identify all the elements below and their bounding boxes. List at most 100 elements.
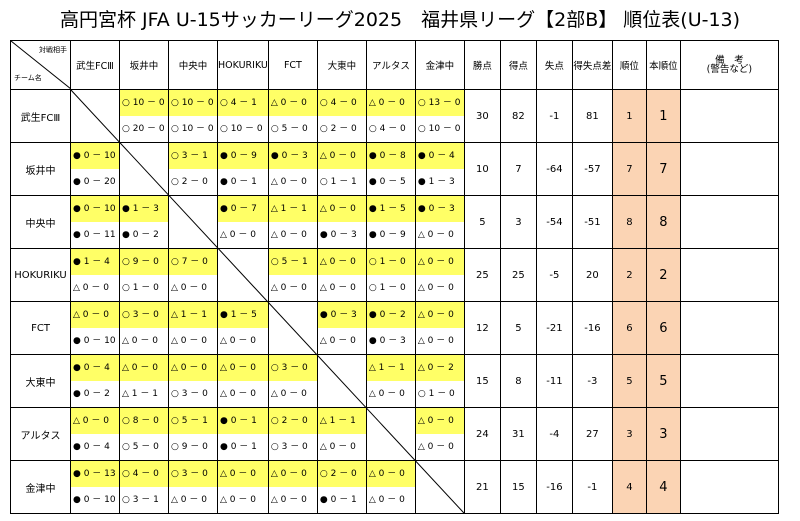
result-cell: △ 0 － 0 △ 0 － 0: [217, 460, 269, 514]
table-row: 坂井中 ● 0 － 10 ● 0 － 20 ○ 3 － 1 ○ 2 － 0 ● 0 － 9…: [10, 142, 779, 196]
second-leg-result: ● 0 － 10: [71, 487, 119, 513]
first-leg-result: ○ 5 － 1: [169, 408, 217, 434]
second-leg-result: ● 0 － 1: [317, 487, 366, 513]
stat-cell: 21: [463, 460, 501, 514]
stat-cell: 31: [499, 407, 537, 461]
first-leg-result: △ 0 － 0: [268, 461, 317, 487]
first-leg-result: ● 0 － 8: [366, 143, 415, 169]
first-leg-result: ● 1 － 5: [366, 196, 415, 222]
second-leg-result: △ 0 － 0: [71, 275, 119, 301]
second-leg-result: ○ 3 － 1: [120, 487, 168, 513]
first-leg-result: △ 0 － 0: [317, 249, 366, 275]
second-leg-result: △ 0 － 0: [268, 381, 317, 407]
stat-cell: 5: [463, 195, 501, 249]
second-leg-result: ● 0 － 9: [366, 222, 415, 248]
stat-cell: 5: [611, 354, 647, 408]
self-match-cell: [119, 142, 169, 196]
second-leg-result: ○ 1 － 0: [120, 275, 168, 301]
result-cell: ● 0 － 3 △ 0 － 0: [414, 195, 465, 249]
second-leg-result: ○ 5 － 0: [268, 116, 317, 142]
result-cell: ● 1 － 3 ● 0 － 2: [119, 195, 169, 249]
result-cell: ○ 5 － 1 △ 0 － 0: [267, 248, 318, 302]
second-leg-result: △ 0 － 0: [268, 275, 317, 301]
second-leg-result: ● 0 － 1: [218, 169, 268, 195]
result-cell: ○ 5 － 1 ○ 9 － 0: [168, 407, 218, 461]
result-cell: △ 0 － 0 △ 0 － 0: [414, 301, 465, 355]
second-leg-result: △ 0 － 0: [366, 487, 415, 513]
second-leg-result: ○ 4 － 0: [366, 116, 415, 142]
result-cell: △ 0 － 0 △ 0 － 0: [316, 248, 367, 302]
first-leg-result: △ 0 － 0: [218, 461, 268, 487]
team-name: 武生FCⅢ: [10, 89, 71, 143]
result-cell: ○ 8 － 0 ○ 5 － 0: [119, 407, 169, 461]
self-match-cell: [217, 248, 269, 302]
first-leg-result: ○ 13 － 0: [415, 90, 464, 116]
first-leg-result: △ 0 － 0: [268, 90, 317, 116]
second-leg-result: ○ 20 － 0: [120, 116, 168, 142]
stat-cell: [679, 407, 779, 461]
stat-cell: -64: [535, 142, 573, 196]
stat-cell: 15: [499, 460, 537, 514]
first-leg-result: ● 0 － 7: [218, 196, 268, 222]
result-cell: ● 0 － 7 △ 0 － 0: [217, 195, 269, 249]
second-leg-result: △ 0 － 0: [415, 434, 464, 460]
table-row: 武生FCⅢ ○ 10 － 0 ○ 20 － 0 ○ 10 － 0 ○ 10 － 0 ○ 4…: [10, 89, 779, 143]
stat-cell: 6: [611, 301, 647, 355]
self-match-cell: [267, 301, 318, 355]
result-cell: △ 0 － 0 ○ 5 － 0: [267, 89, 318, 143]
second-leg-result: ● 0 － 2: [71, 381, 119, 407]
page-title: 高円宮杯 JFA U-15サッカーリーグ2025 福井県リーグ【2部B】 順位表…: [59, 9, 741, 31]
stat-cell: 81: [571, 89, 613, 143]
first-leg-result: ● 0 － 10: [71, 196, 119, 222]
team-name: FCT: [10, 301, 71, 355]
result-cell: △ 0 － 0 △ 0 － 0: [217, 354, 269, 408]
first-leg-result: ● 0 － 4: [415, 143, 464, 169]
first-leg-result: △ 0 － 0: [317, 143, 366, 169]
first-leg-result: ○ 2 － 0: [317, 461, 366, 487]
stat-cell: 7: [611, 142, 647, 196]
first-leg-result: △ 0 － 0: [317, 196, 366, 222]
result-cell: ○ 13 － 0 ○ 10 － 0: [414, 89, 465, 143]
result-cell: ● 0 － 2 ● 0 － 3: [365, 301, 416, 355]
second-leg-result: ○ 5 － 0: [120, 434, 168, 460]
result-cell: △ 1 － 1 △ 0 － 0: [267, 195, 318, 249]
second-leg-result: ● 0 － 10: [71, 328, 119, 354]
header-stat: 得失点差: [571, 40, 613, 90]
table-row: HOKURIKU ● 1 － 4 △ 0 － 0 ○ 9 － 0 ○ 1 － 0 ○ 7 …: [10, 248, 779, 302]
second-leg-result: ● 0 － 3: [317, 222, 366, 248]
header-team: 金津中: [414, 40, 465, 90]
result-cell: △ 1 － 1 △ 0 － 0: [365, 354, 416, 408]
second-leg-result: △ 0 － 0: [415, 328, 464, 354]
team-name: 坂井中: [10, 142, 71, 196]
second-leg-result: △ 0 － 0: [415, 275, 464, 301]
second-leg-result: △ 0 － 0: [218, 487, 268, 513]
first-leg-result: ● 1 － 4: [71, 249, 119, 275]
result-cell: ● 1 － 5 △ 0 － 0: [217, 301, 269, 355]
first-leg-result: ● 0 － 3: [317, 302, 366, 328]
second-leg-result: △ 0 － 0: [169, 487, 217, 513]
stat-cell: 82: [499, 89, 537, 143]
team-name: 大東中: [10, 354, 71, 408]
stat-cell: 1: [645, 89, 681, 143]
result-cell: ● 0 － 10 ● 0 － 20: [70, 142, 120, 196]
result-cell: ○ 4 － 1 ○ 10 － 0: [217, 89, 269, 143]
stat-cell: 8: [611, 195, 647, 249]
second-leg-result: △ 0 － 0: [169, 328, 217, 354]
header-team: HOKURIKU: [217, 40, 269, 90]
first-leg-result: △ 0 － 0: [415, 302, 464, 328]
first-leg-result: ○ 3 － 0: [169, 461, 217, 487]
first-leg-result: ○ 2 － 0: [268, 408, 317, 434]
second-leg-result: ● 0 － 11: [71, 222, 119, 248]
second-leg-result: △ 0 － 0: [120, 328, 168, 354]
first-leg-result: ○ 3 － 0: [120, 302, 168, 328]
second-leg-result: △ 0 － 0: [317, 275, 366, 301]
stat-cell: [679, 142, 779, 196]
first-leg-result: ○ 3 － 1: [169, 143, 217, 169]
first-leg-result: ○ 4 － 0: [317, 90, 366, 116]
result-cell: △ 0 － 0 △ 0 － 0: [267, 460, 318, 514]
second-leg-result: ○ 9 － 0: [169, 434, 217, 460]
team-name: 金津中: [10, 460, 71, 514]
result-cell: △ 0 － 0 △ 0 － 0: [365, 460, 416, 514]
stat-cell: -1: [571, 460, 613, 514]
first-leg-result: ● 0 － 4: [71, 355, 119, 381]
